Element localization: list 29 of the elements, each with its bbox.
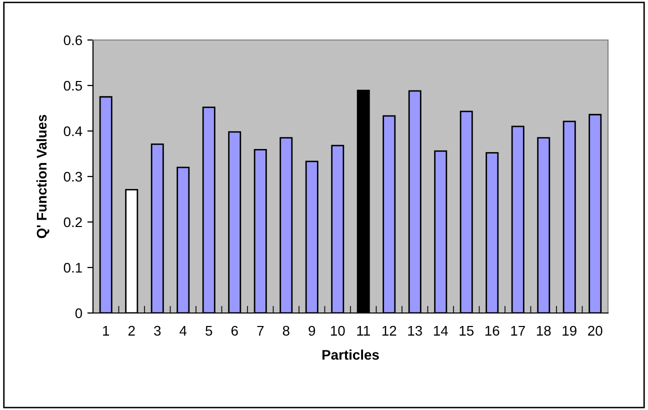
x-tick-label: 17	[511, 326, 525, 336]
x-tick-label: 19	[562, 326, 576, 336]
x-tick-label: 1	[103, 326, 110, 336]
x-tick-label: 3	[154, 326, 161, 336]
x-tick-label: 16	[485, 326, 500, 336]
x-axis-title: Particles	[322, 350, 379, 360]
x-tick-label: 18	[536, 326, 551, 336]
y-axis-title: Q' Function Values	[36, 114, 50, 238]
y-tick-label: 0.6	[64, 35, 82, 46]
x-tick-label: 13	[408, 326, 422, 336]
y-tick-label: 0	[75, 308, 82, 318]
x-tick-label: 7	[257, 326, 264, 336]
x-tick-label: 11	[357, 326, 370, 336]
x-tick-label: 2	[128, 326, 135, 336]
y-tick-label: 0.4	[64, 126, 82, 136]
x-tick-label: 15	[460, 326, 474, 336]
x-tick-label: 6	[231, 326, 238, 336]
x-tick-label: 5	[206, 326, 212, 336]
x-tick-label: 14	[434, 326, 448, 336]
y-tick-label: 0.1	[64, 262, 82, 273]
y-tick-label: 0.5	[64, 80, 82, 91]
y-tick-label: 0.2	[64, 217, 82, 228]
x-tick-label: 4	[180, 326, 187, 336]
x-tick-label: 12	[382, 326, 396, 336]
x-tick-label: 9	[308, 326, 316, 336]
x-tick-label: 20	[588, 326, 602, 336]
x-tick-label: 8	[282, 326, 290, 336]
y-tick-label: 0.3	[64, 172, 82, 182]
x-tick-label: 10	[330, 326, 345, 336]
